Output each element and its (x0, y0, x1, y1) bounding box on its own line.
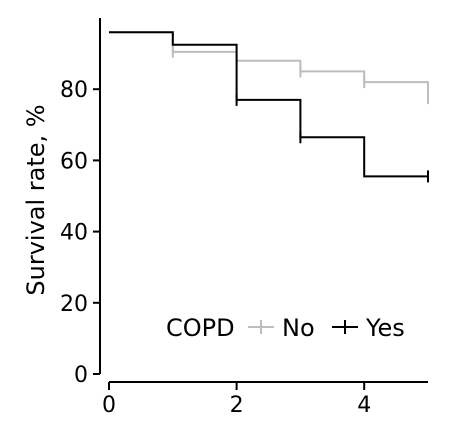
series-layer (109, 31, 429, 183)
x-tick-label-4: 4 (357, 393, 371, 418)
y-tick-label-40: 40 (60, 221, 88, 246)
legend-label-no: No (282, 314, 315, 342)
x-tick-label-0: 0 (102, 393, 116, 418)
y-axis-title: Survival rate, % (22, 104, 50, 295)
y-tick-label-20: 20 (60, 292, 88, 317)
series-line-yes (109, 31, 428, 178)
x-axis: 0 2 4 (102, 381, 428, 418)
legend: COPD No Yes (166, 314, 405, 342)
legend-label-yes: Yes (365, 314, 405, 342)
x-tick-label-2: 2 (230, 393, 244, 418)
y-tick-label-80: 80 (60, 78, 88, 103)
y-tick-label-60: 60 (60, 149, 88, 174)
legend-title: COPD (166, 314, 235, 342)
series-line-no (109, 31, 429, 99)
legend-items: No Yes (248, 314, 405, 342)
y-tick-label-0: 0 (74, 363, 88, 388)
y-axis: 0 20 40 60 80 (60, 18, 101, 388)
